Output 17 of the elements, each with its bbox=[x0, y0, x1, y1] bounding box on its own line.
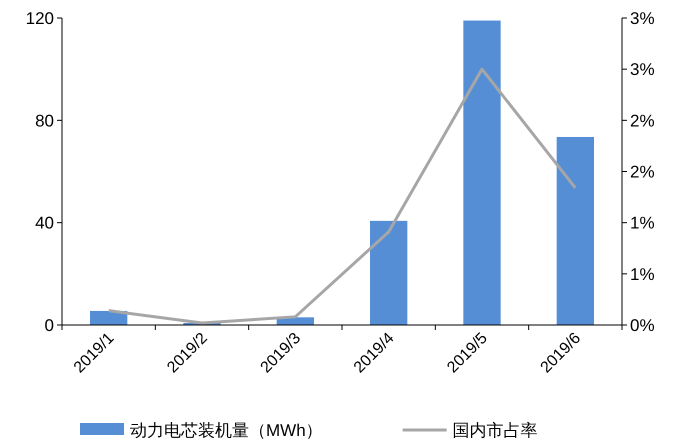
y2-tick-label: 3% bbox=[630, 9, 655, 28]
y-tick-label: 120 bbox=[26, 9, 54, 28]
y2-tick-label: 3% bbox=[630, 60, 655, 80]
line-series bbox=[107, 68, 577, 324]
y-tick-label: 80 bbox=[35, 111, 54, 130]
y2-tick-label: 0% bbox=[630, 316, 655, 335]
y-tick-label: 40 bbox=[35, 214, 54, 233]
y2-tick-label: 1% bbox=[630, 214, 655, 233]
y-tick-label: 0 bbox=[44, 316, 54, 335]
legend-label: 国内市占率 bbox=[452, 421, 538, 440]
y2-tick-label: 1% bbox=[630, 264, 655, 284]
bar bbox=[556, 136, 594, 325]
legend-label: 动力电芯装机量（MWh） bbox=[130, 421, 323, 440]
y2-tick-label: 2% bbox=[630, 162, 655, 182]
bar bbox=[463, 20, 501, 325]
y2-tick-label: 2% bbox=[630, 111, 655, 130]
bar bbox=[370, 220, 408, 325]
